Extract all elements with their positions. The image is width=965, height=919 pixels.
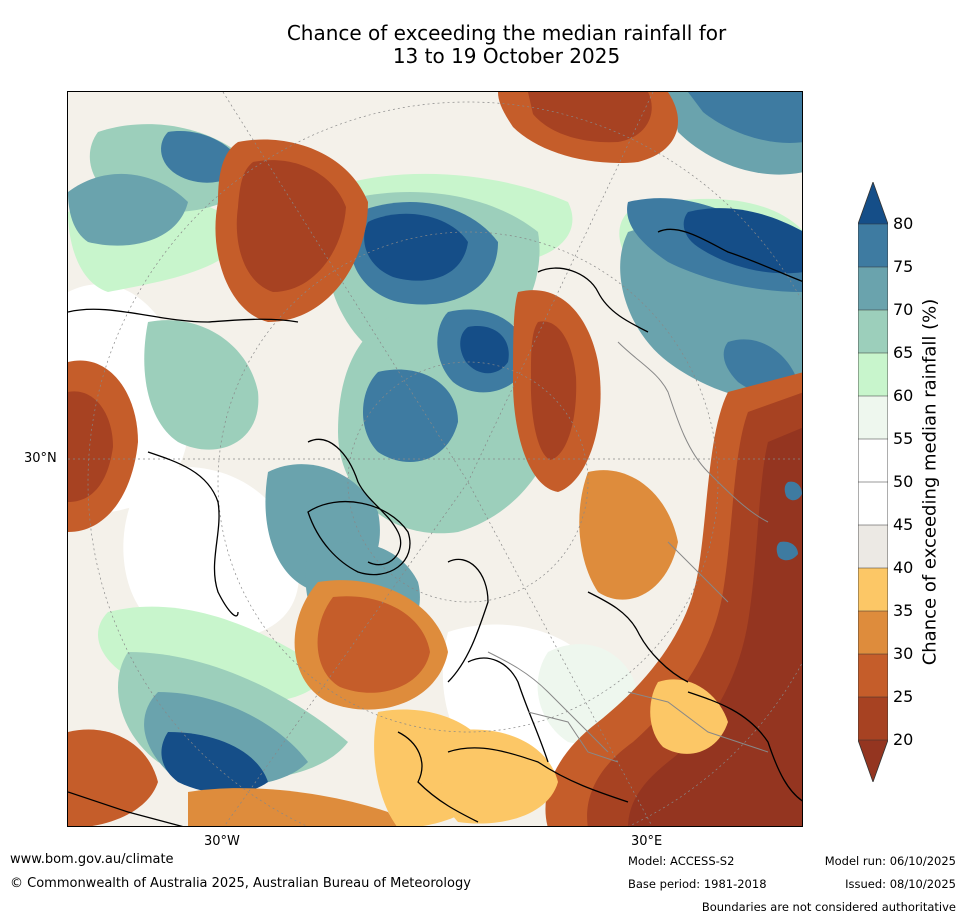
lon-label-30w: 30°W bbox=[204, 834, 240, 849]
model-run-date: Model run: 06/10/2025 bbox=[824, 854, 956, 868]
colorbar-tick-label: 20 bbox=[893, 730, 914, 749]
base-period: Base period: 1981-2018 bbox=[628, 877, 767, 891]
title-line-1: Chance of exceeding the median rainfall … bbox=[286, 21, 727, 45]
colorbar-tick-label: 30 bbox=[893, 644, 914, 663]
model-name: Model: ACCESS-S2 bbox=[628, 854, 735, 868]
probability-fields bbox=[68, 92, 802, 826]
coastlines bbox=[68, 228, 802, 826]
copyright-text: © Commonwealth of Australia 2025, Austra… bbox=[10, 876, 471, 891]
colorbar-bottom-extension bbox=[858, 740, 888, 782]
rainfall-map[interactable] bbox=[67, 91, 803, 827]
lon-label-30e: 30°E bbox=[631, 834, 663, 849]
colorbar-tick-label: 60 bbox=[893, 386, 914, 405]
colorbar-segment bbox=[858, 439, 888, 482]
colorbar-svg bbox=[857, 180, 889, 784]
colorbar-segment bbox=[858, 224, 888, 267]
colorbar-tick-label: 65 bbox=[893, 343, 914, 362]
colorbar-segment bbox=[858, 310, 888, 353]
boundaries-disclaimer: Boundaries are not considered authoritat… bbox=[701, 900, 956, 914]
colorbar-tick-label: 40 bbox=[893, 558, 914, 577]
colorbar-top-extension bbox=[858, 182, 888, 224]
colorbar-segment bbox=[858, 396, 888, 439]
colorbar-tick-label: 50 bbox=[893, 472, 914, 491]
website-link[interactable]: www.bom.gov.au/climate bbox=[10, 852, 174, 867]
colorbar-label: Chance of exceeding median rainfall (%) bbox=[919, 298, 941, 666]
colorbar-segment bbox=[858, 353, 888, 396]
country-borders bbox=[487, 341, 769, 763]
chart-title: Chance of exceeding the median rainfall … bbox=[0, 22, 965, 68]
colorbar-segment bbox=[858, 568, 888, 611]
colorbar-segment bbox=[858, 482, 888, 525]
colorbar bbox=[857, 180, 889, 784]
colorbar-segment bbox=[858, 697, 888, 740]
issued-date: Issued: 08/10/2025 bbox=[845, 877, 956, 891]
colorbar-tick-label: 45 bbox=[893, 515, 914, 534]
colorbar-tick-label: 80 bbox=[893, 214, 914, 233]
colorbar-tick-label: 25 bbox=[893, 687, 914, 706]
colorbar-tick-label: 70 bbox=[893, 300, 914, 319]
colorbar-segment bbox=[858, 611, 888, 654]
map-svg bbox=[68, 92, 802, 826]
colorbar-tick-label: 75 bbox=[893, 257, 914, 276]
colorbar-segment bbox=[858, 654, 888, 697]
colorbar-tick-label: 55 bbox=[893, 429, 914, 448]
colorbar-segment bbox=[858, 267, 888, 310]
colorbar-tick-label: 35 bbox=[893, 601, 914, 620]
colorbar-segment bbox=[858, 525, 888, 568]
lat-label-30n: 30°N bbox=[24, 451, 57, 466]
title-line-2: 13 to 19 October 2025 bbox=[392, 44, 621, 68]
